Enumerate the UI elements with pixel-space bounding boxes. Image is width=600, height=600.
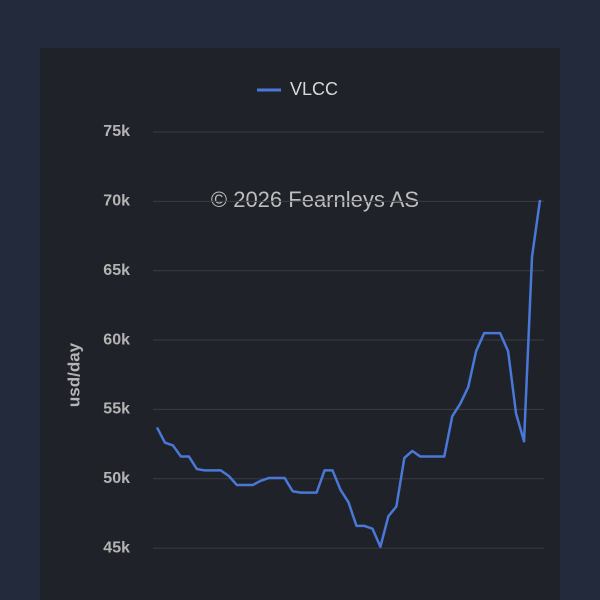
watermark: © 2026 Fearnleys AS: [211, 187, 419, 212]
y-tick-label: 70k: [103, 193, 130, 210]
y-tick-label: 65k: [103, 262, 130, 279]
legend-label: VLCC: [290, 79, 338, 99]
y-tick-label: 60k: [103, 331, 130, 348]
y-axis-label: usd/day: [64, 342, 83, 407]
y-tick-label: 55k: [103, 401, 130, 418]
data-line: [155, 199, 542, 548]
y-tick-label: 50k: [103, 470, 130, 487]
y-tick-label: 75k: [103, 123, 130, 140]
y-tick-label: 45k: [103, 539, 130, 556]
panel: [40, 48, 560, 600]
